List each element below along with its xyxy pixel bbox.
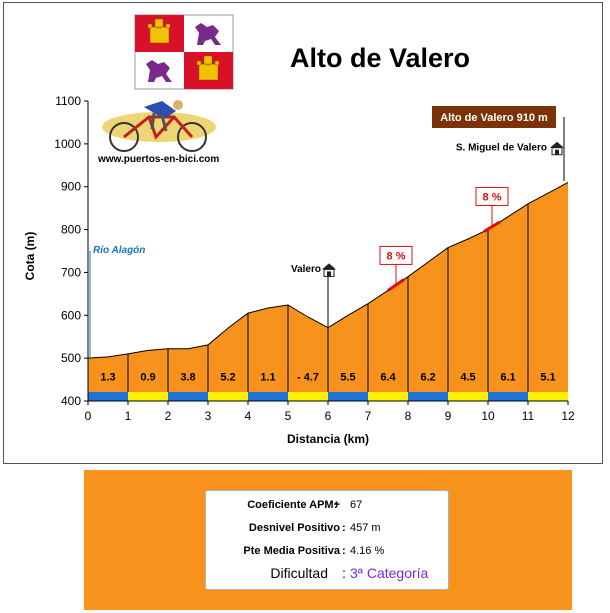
segment-gradient-label: 5.5	[340, 371, 355, 383]
x-tick-label: 8	[405, 409, 412, 423]
segment-gradient-label: 6.1	[500, 371, 515, 383]
valero-label: Valero	[291, 264, 321, 275]
x-tick-label: 10	[481, 409, 495, 423]
segment-gradient-label: 4.5	[460, 371, 475, 383]
stat-row-pte: Pte Media Positiva : 4.16 %	[206, 545, 448, 565]
x-tick-label: 12	[561, 409, 575, 423]
segment-band	[408, 392, 448, 401]
segment-band	[528, 392, 568, 401]
max-gradient-box	[475, 186, 509, 206]
segment-band	[128, 392, 168, 401]
y-tick-label: 900	[61, 180, 81, 194]
river-label: Río Alagón	[93, 245, 145, 256]
segment-band	[328, 392, 368, 401]
segment-band	[88, 392, 128, 401]
dificultad-value: 3ª Categoría	[350, 565, 429, 581]
x-tick-label: 3	[205, 409, 212, 423]
apm-label: Coeficiente APM+	[247, 499, 340, 511]
cyclist-logo	[102, 100, 216, 152]
stats-panel: Coeficiente APM+ : 67 Desnivel Positivo …	[84, 470, 572, 610]
pte-label: Pte Media Positiva	[243, 545, 340, 557]
y-tick-label: 600	[61, 308, 81, 322]
pte-value: 4.16 %	[350, 545, 385, 557]
segment-gradient-label: 3.8	[180, 371, 195, 383]
apm-value: 67	[350, 499, 363, 511]
segment-band	[368, 392, 408, 401]
y-tick-label: 700	[61, 265, 81, 279]
y-tick-label: 500	[61, 351, 81, 365]
segment-gradient-label: 6.4	[380, 371, 396, 383]
plot-area: 1.3 0.9 3.8 5.2 1.1 - 4.7 5.5 6.4 6.2 4.5 6.1 5.1 8 …	[23, 94, 575, 446]
x-tick-label: 4	[245, 409, 252, 423]
segment-gradient-label: 6.2	[420, 371, 435, 383]
segment-band	[488, 392, 528, 401]
pte-separator: :	[342, 545, 346, 557]
stat-row-apm: Coeficiente APM+ : 67	[206, 499, 448, 519]
house-door	[327, 271, 331, 277]
segment-gradient-label: 1.3	[100, 371, 115, 383]
village-icon	[550, 141, 564, 156]
chart-title: Alto de Valero	[290, 43, 470, 73]
house-roof	[322, 263, 336, 270]
apm-separator: :	[334, 499, 338, 511]
segment-gradient-label: 1.1	[260, 371, 275, 383]
village-icon	[322, 263, 336, 277]
stats-box: Coeficiente APM+ : 67 Desnivel Positivo …	[205, 490, 449, 590]
website-label: www.puertos-en-bici.com	[97, 154, 219, 165]
desnivel-separator: :	[342, 522, 346, 534]
summit-label: Alto de Valero 910 m	[440, 112, 548, 124]
profile-chart: Alto de Valero www.puertos-en-bici.com A…	[23, 14, 575, 446]
desnivel-label: Desnivel Positivo	[248, 522, 340, 534]
chart-frame: Alto de Valero www.puertos-en-bici.com A…	[3, 2, 603, 464]
dificultad-label: Dificultad	[270, 565, 328, 581]
house-door	[555, 149, 559, 155]
max-gradient-label: 8 %	[483, 191, 502, 203]
segment-gradient-label: 5.2	[220, 371, 235, 383]
x-tick-label: 5	[285, 409, 292, 423]
y-tick-label: 800	[61, 223, 81, 237]
max-gradient-box	[379, 245, 413, 265]
desnivel-value: 457 m	[350, 522, 381, 534]
san-miguel-label: S. Miguel de Valero	[456, 142, 547, 153]
x-tick-label: 7	[365, 409, 372, 423]
x-tick-label: 6	[325, 409, 332, 423]
segment-band	[208, 392, 248, 401]
stat-row-desnivel: Desnivel Positivo : 457 m	[206, 522, 448, 542]
segment-band	[248, 392, 288, 401]
dificultad-separator: :	[342, 565, 346, 581]
x-axis-title: Distancia (km)	[287, 432, 369, 446]
segment-band	[448, 392, 488, 401]
x-tick-label: 0	[85, 409, 92, 423]
x-tick-label: 9	[445, 409, 452, 423]
house-roof	[550, 141, 564, 148]
segment-gradient-label: - 4.7	[297, 371, 319, 383]
y-tick-label: 1000	[54, 137, 81, 151]
segment-band	[168, 392, 208, 401]
segment-gradient-label: 5.1	[540, 371, 555, 383]
x-tick-label: 2	[165, 409, 172, 423]
summit-box	[432, 106, 556, 128]
segment-gradient-label: 0.9	[140, 371, 155, 383]
x-tick-label: 11	[522, 409, 535, 423]
y-axis-title: Cota (m)	[23, 232, 37, 281]
x-tick-label: 1	[125, 409, 132, 423]
y-tick-label: 1100	[55, 94, 81, 108]
stat-row-dificultad: Dificultad : 3ª Categoría	[206, 565, 448, 585]
segment-band	[288, 392, 328, 401]
flag-castilla-leon	[134, 14, 234, 90]
y-tick-label: 400	[61, 394, 81, 408]
max-gradient-label: 8 %	[387, 250, 406, 262]
